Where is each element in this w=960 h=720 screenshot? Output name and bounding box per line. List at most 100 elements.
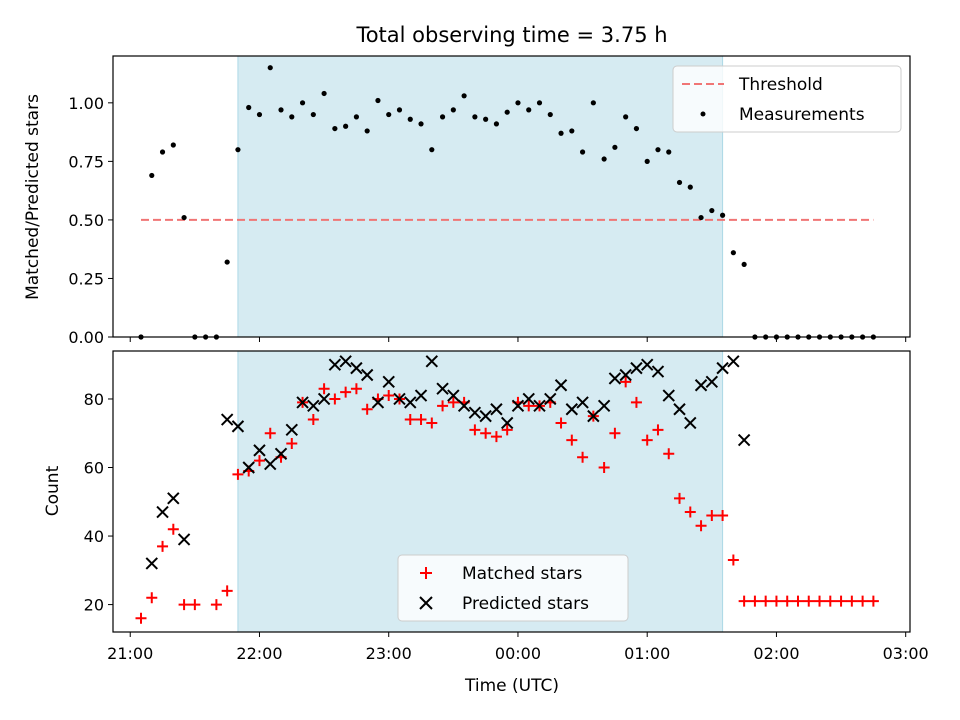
predicted-star-point — [274, 447, 288, 461]
measurement-point — [558, 130, 564, 136]
matched-star-point — [501, 424, 513, 436]
predicted-star-point — [544, 392, 557, 406]
matched-star-point — [652, 424, 664, 436]
matched-star-point — [167, 523, 179, 535]
measurement-point — [547, 111, 553, 118]
matched-star-point — [770, 595, 782, 607]
matched-star-point — [189, 599, 201, 611]
matched-star-point — [157, 540, 169, 552]
measurement-point — [224, 259, 230, 265]
top-legend-box — [672, 65, 902, 133]
predicted-star-point — [350, 361, 363, 375]
y-tick-label: 1.00 — [68, 94, 104, 113]
predicted-star-point — [522, 392, 535, 406]
predicted-star-point — [490, 403, 503, 416]
predicted-star-point — [597, 399, 611, 413]
measurement-point — [698, 214, 704, 221]
matched-star-point — [221, 585, 233, 597]
predicted-star-point — [576, 396, 589, 409]
x-tick-label: 03:00 — [883, 644, 929, 663]
measurement-point — [719, 212, 726, 218]
predicted-star-point — [587, 409, 600, 423]
predicted-star-point — [511, 399, 525, 413]
matched-star-point — [555, 417, 567, 429]
matched-star-point — [329, 393, 341, 405]
measurement-point — [526, 107, 532, 113]
predicted-legend-marker — [419, 596, 433, 610]
predicted-star-point — [533, 399, 546, 413]
measurement-point — [644, 158, 650, 164]
predicted-star-point — [565, 403, 579, 416]
matched-star-point — [846, 595, 858, 607]
matched-star-point — [727, 554, 739, 566]
chart-title: Total observing time = 3.75 h — [355, 23, 667, 47]
predicted-star-point — [608, 372, 622, 385]
x-tick-label: 22:00 — [236, 644, 282, 663]
measurement-point — [343, 123, 349, 129]
predicted-star-point — [307, 399, 320, 413]
matched-star-point — [824, 595, 836, 607]
matched-star-point — [835, 595, 847, 607]
predicted-star-point — [630, 361, 643, 375]
matched-star-point — [609, 427, 621, 439]
x-tick-label: 01:00 — [624, 644, 670, 663]
matched-star-point — [663, 448, 675, 460]
predicted-star-point — [339, 355, 352, 368]
matched-star-point — [566, 434, 578, 446]
predicted-star-point — [360, 368, 374, 382]
measurement-point — [149, 172, 155, 179]
y-tick-label: 0.75 — [68, 152, 104, 171]
measurement-point — [396, 107, 403, 113]
matched-star-point — [469, 424, 481, 436]
matched-star-point — [684, 506, 696, 518]
predicted-star-point — [673, 403, 686, 416]
measurement-point — [321, 90, 327, 97]
measurement-point — [267, 65, 273, 71]
matched-star-point — [264, 427, 276, 439]
predicted-star-point — [393, 392, 406, 406]
measurement-point — [450, 107, 456, 113]
measurement-point — [418, 121, 424, 127]
measurement-point — [709, 207, 715, 214]
matched-star-point — [706, 509, 718, 521]
predicted-star-point — [253, 444, 266, 457]
matched-star-point — [781, 595, 793, 607]
measurement-point — [235, 147, 241, 153]
y-tick-label: 80 — [84, 390, 104, 409]
matched-star-point — [674, 492, 686, 504]
matched-star-point — [135, 612, 147, 624]
observing-window-top — [237, 55, 724, 338]
measurement-point — [655, 147, 661, 153]
matched-star-point — [447, 396, 459, 408]
bottom-axes-frame — [112, 350, 911, 633]
measurement-point — [278, 107, 284, 113]
measurement-point — [687, 184, 693, 190]
y-tick-label: 0.25 — [68, 269, 104, 288]
predicted-star-point — [619, 368, 632, 382]
matched-star-point — [361, 403, 373, 415]
measurement-point — [159, 149, 166, 155]
y-tick-label: 60 — [84, 459, 104, 478]
matched-star-point — [717, 509, 729, 521]
matched-star-point — [695, 520, 707, 532]
measurement-point — [569, 128, 575, 134]
threshold-legend-label: Threshold — [738, 75, 823, 95]
matched-star-point — [253, 455, 265, 467]
predicted-star-point — [242, 461, 255, 474]
matched-star-point — [641, 434, 653, 446]
bottom-y-axis-label: Count — [43, 465, 63, 516]
measurement-point — [515, 100, 521, 106]
y-tick-label: 40 — [84, 527, 104, 546]
measurement-point — [504, 109, 510, 115]
predicted-star-point — [156, 505, 169, 519]
measurement-point — [407, 116, 413, 122]
predicted-star-point — [554, 379, 568, 392]
matched-star-point — [620, 376, 632, 388]
x-tick-label: 00:00 — [495, 644, 541, 663]
measurement-point — [590, 100, 596, 106]
matched-star-point — [415, 414, 427, 426]
matched-star-point — [490, 431, 502, 443]
matched-star-point — [210, 599, 222, 611]
matched-star-point — [523, 400, 535, 412]
